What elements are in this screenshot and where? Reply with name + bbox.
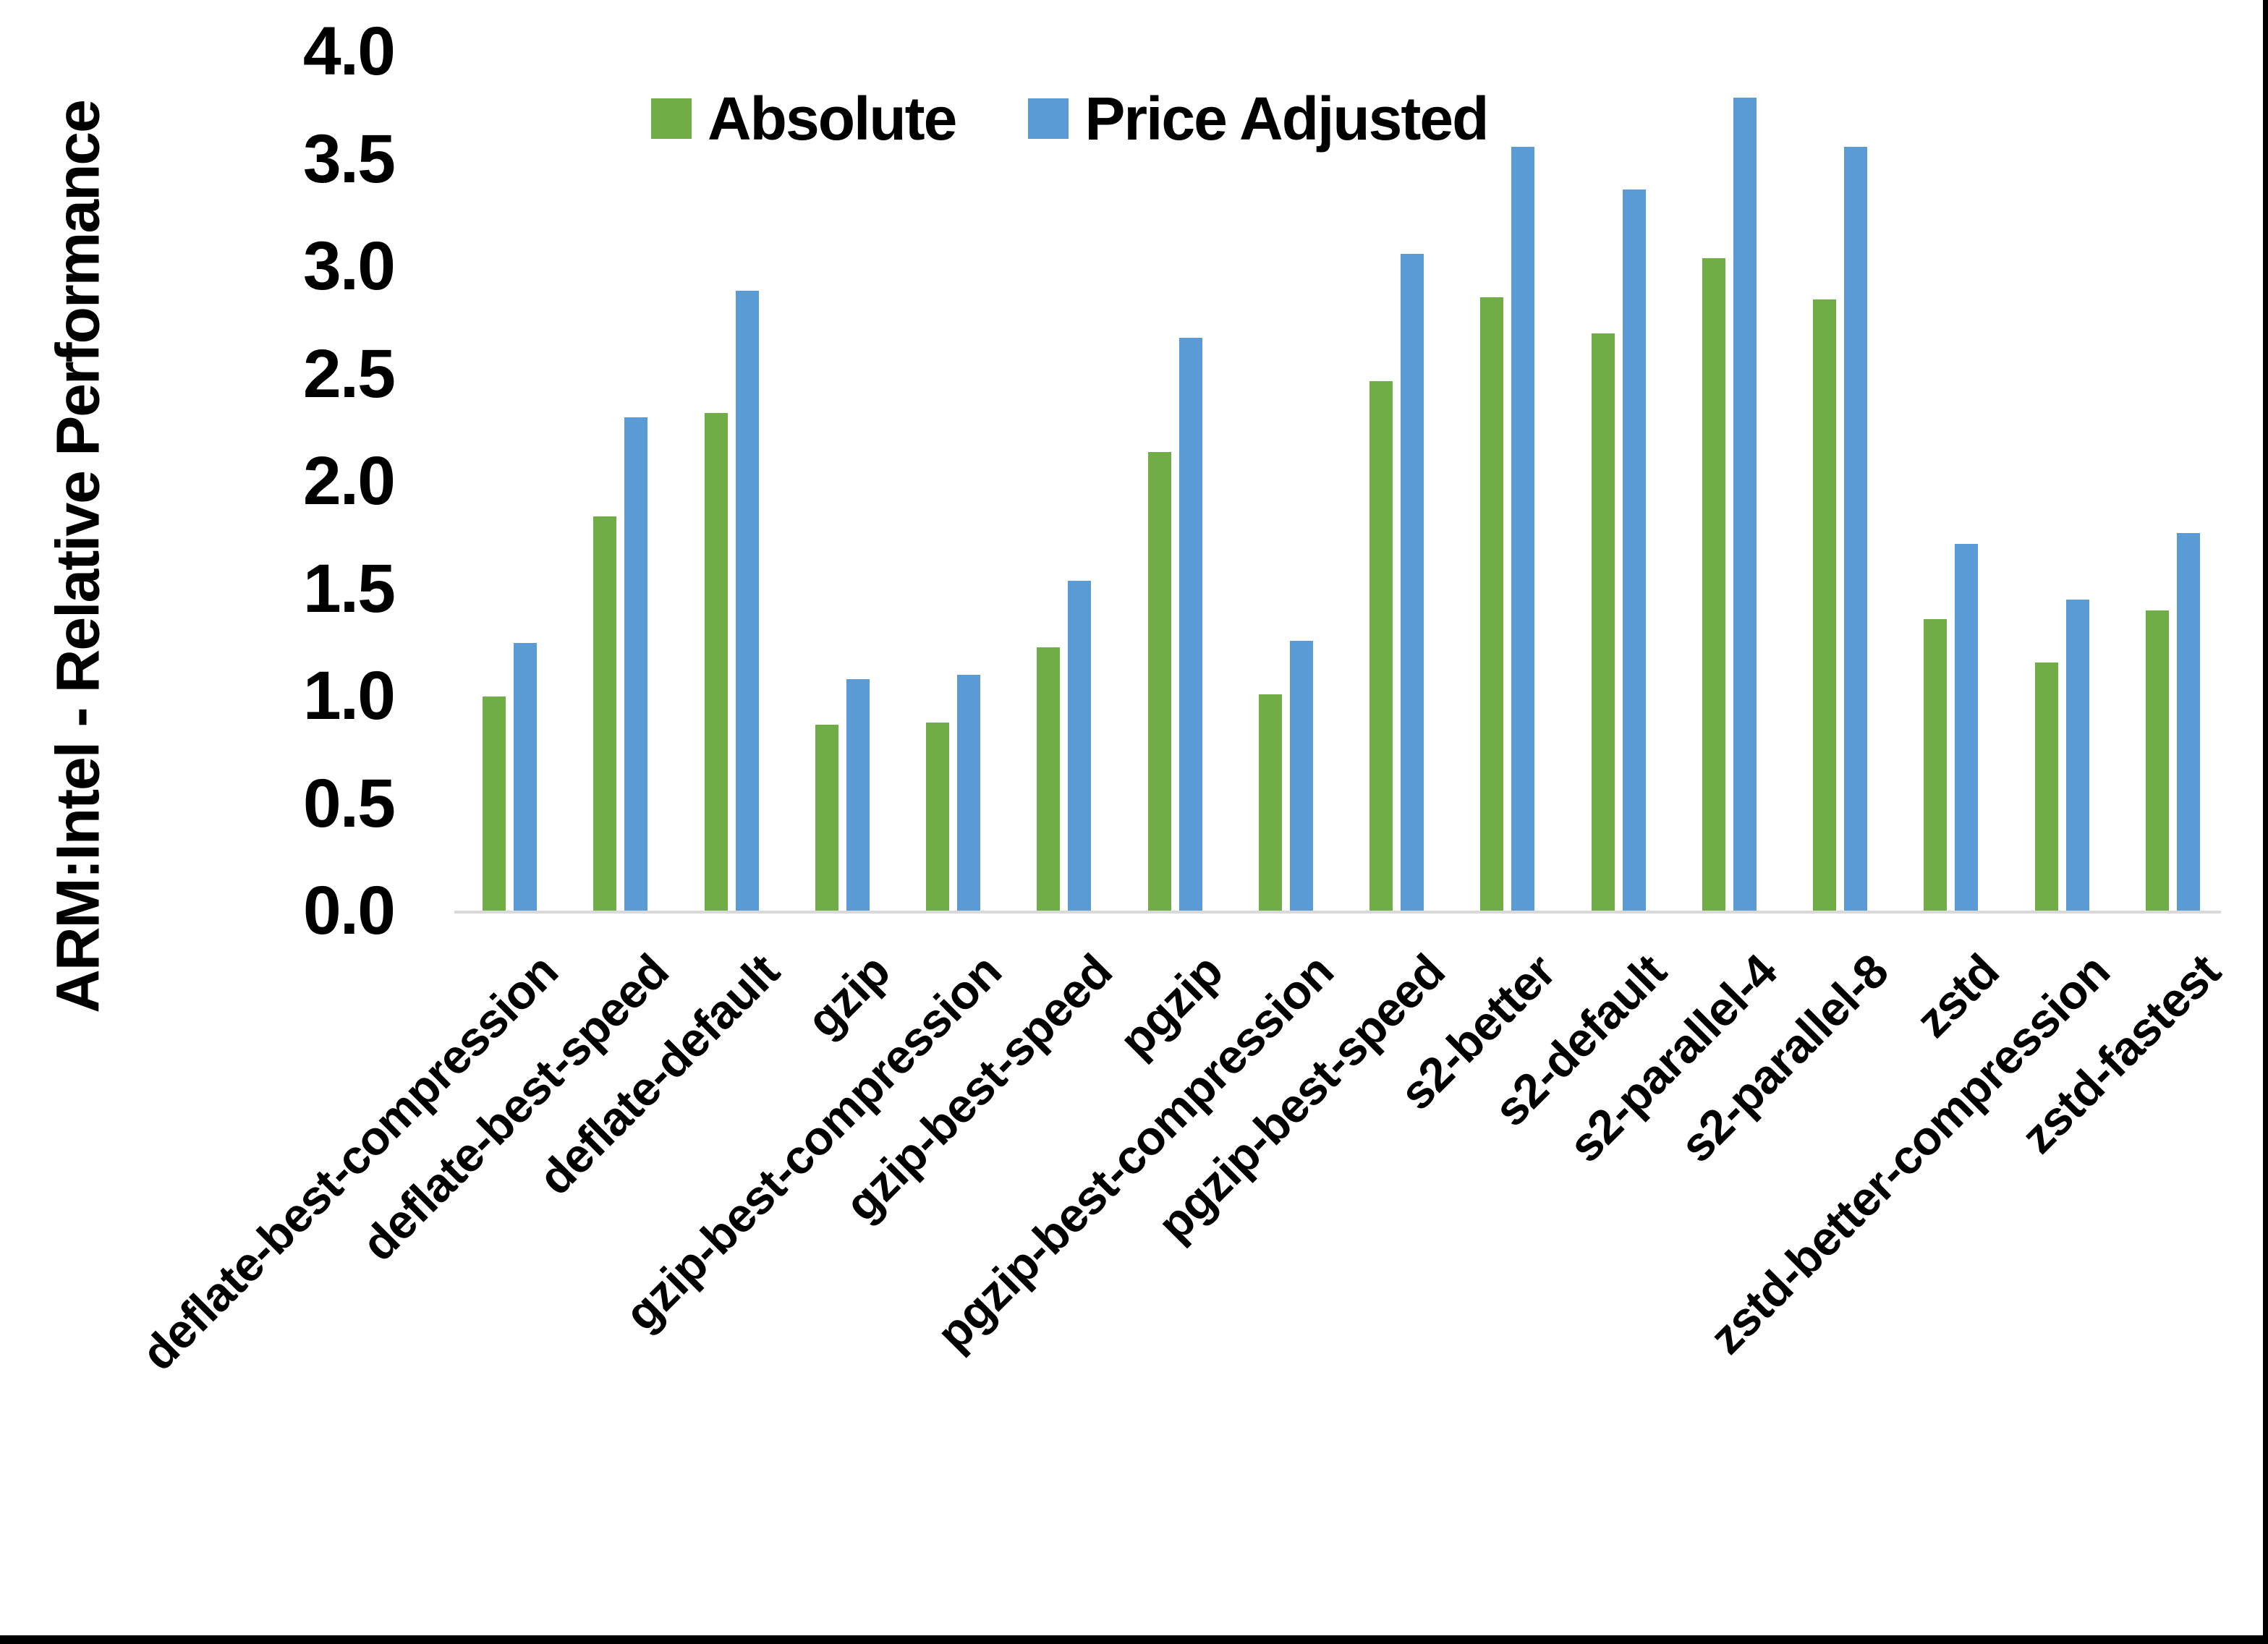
legend-label-price-adjusted: Price Adjusted xyxy=(1084,85,1489,153)
bar-price-adjusted-s2-better xyxy=(1511,147,1535,911)
bar-absolute-deflate-best-speed xyxy=(593,516,617,911)
bar-price-adjusted-gzip-best-speed xyxy=(1068,580,1092,911)
y-tick-label: 4.0 xyxy=(302,13,396,90)
bar-absolute-gzip-best-compression xyxy=(926,722,950,911)
bar-absolute-s2-parallel-8 xyxy=(1813,299,1837,911)
bar-absolute-zstd-better-compression xyxy=(2034,662,2058,911)
legend-swatch-absolute-icon xyxy=(651,98,692,139)
legend-label-absolute: Absolute xyxy=(708,85,957,153)
bar-price-adjusted-gzip-best-compression xyxy=(957,675,981,911)
y-tick-label: 3.5 xyxy=(302,120,396,197)
bar-price-adjusted-s2-parallel-4 xyxy=(1733,97,1757,911)
legend: Absolute Price Adjusted xyxy=(651,85,1489,153)
image-border-bottom xyxy=(0,1635,2268,1644)
bar-price-adjusted-deflate-best-compression xyxy=(514,642,538,911)
y-tick-label: 2.0 xyxy=(302,443,396,520)
legend-swatch-price-adjusted-icon xyxy=(1028,98,1069,139)
bar-absolute-pgzip-best-compression xyxy=(1258,694,1282,911)
bar-price-adjusted-zstd-fastest xyxy=(2176,533,2200,911)
bar-absolute-pgzip xyxy=(1147,451,1171,911)
bar-price-adjusted-deflate-best-speed xyxy=(624,417,648,911)
x-category-label: zstd xyxy=(1905,944,2009,1048)
bar-absolute-gzip-best-speed xyxy=(1037,647,1061,911)
bar-absolute-s2-better xyxy=(1480,297,1504,911)
legend-entry-absolute: Absolute xyxy=(651,85,957,153)
bar-absolute-deflate-default xyxy=(704,413,728,911)
bar-absolute-gzip xyxy=(815,724,838,911)
bar-price-adjusted-pgzip-best-speed xyxy=(1401,254,1424,911)
bar-price-adjusted-gzip xyxy=(846,679,870,911)
bar-price-adjusted-pgzip xyxy=(1178,338,1202,911)
y-tick-label: 1.0 xyxy=(302,657,396,735)
bar-price-adjusted-zstd-better-compression xyxy=(2065,600,2089,911)
bar-absolute-s2-default xyxy=(1591,333,1615,911)
y-tick-label: 0.0 xyxy=(302,872,396,949)
bar-absolute-s2-parallel-4 xyxy=(1702,258,1725,911)
x-category-label: deflate-best-compression xyxy=(130,944,568,1381)
image-border-right xyxy=(2263,0,2268,1644)
y-tick-label: 1.5 xyxy=(302,550,396,627)
bar-price-adjusted-pgzip-best-compression xyxy=(1289,640,1313,911)
bar-absolute-deflate-best-compression xyxy=(483,697,506,911)
x-category-label: gzip xyxy=(797,944,900,1047)
bar-price-adjusted-zstd xyxy=(1955,544,1979,911)
bar-absolute-pgzip-best-speed xyxy=(1369,380,1393,911)
bar-absolute-zstd xyxy=(1924,619,1948,911)
bar-price-adjusted-deflate-default xyxy=(735,290,759,911)
y-tick-label: 2.5 xyxy=(302,335,396,412)
y-tick-label: 3.0 xyxy=(302,228,396,305)
x-axis-line xyxy=(454,911,2221,913)
y-tick-label: 0.5 xyxy=(302,764,396,842)
bar-price-adjusted-s2-default xyxy=(1622,189,1646,911)
bar-absolute-zstd-fastest xyxy=(2145,610,2169,911)
bar-price-adjusted-s2-parallel-8 xyxy=(1844,147,1868,911)
legend-entry-price-adjusted: Price Adjusted xyxy=(1028,85,1489,153)
